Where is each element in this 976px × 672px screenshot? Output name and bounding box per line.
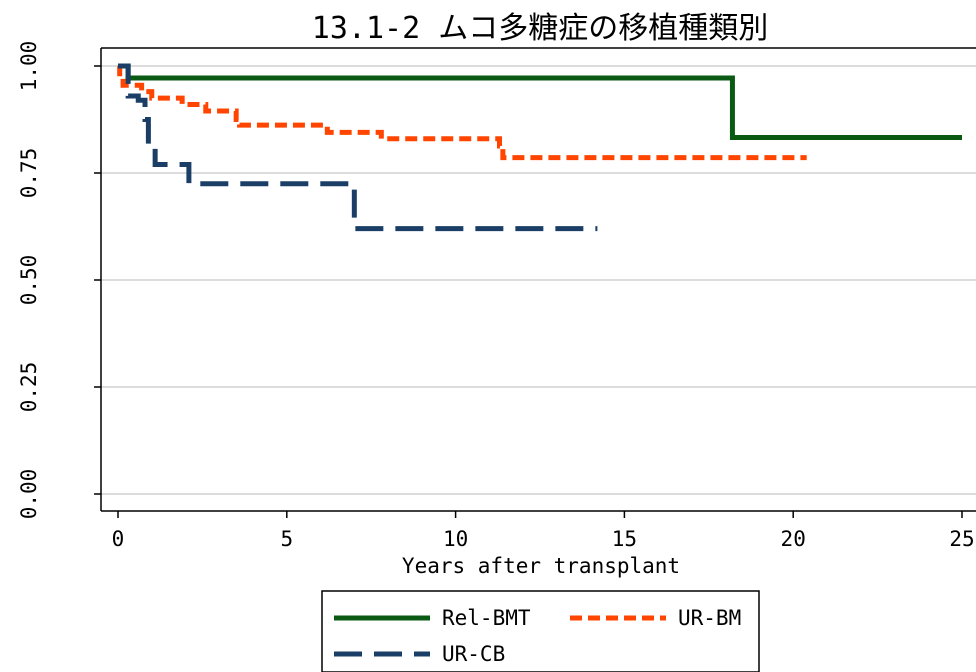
x-tick-label-3: 15 [612, 527, 637, 551]
x-tick-label-4: 20 [781, 527, 806, 551]
legend-label-ur-bm: UR-BM [678, 606, 741, 630]
series-line-ur-cb [118, 63, 598, 232]
y-tick-label-3: 0.75 [17, 148, 41, 199]
legend-label-ur-cb: UR-CB [442, 642, 505, 666]
y-tick-label-2: 0.50 [17, 255, 41, 306]
x-tick-label-5: 25 [949, 527, 974, 551]
legend-label-rel-bmt: Rel-BMT [442, 606, 531, 630]
axes: 0.00 0.25 0.50 0.75 1.00 0 5 10 15 20 25 [17, 41, 976, 551]
y-tick-label-0: 0.00 [17, 469, 41, 520]
x-tick-label-2: 10 [443, 527, 468, 551]
y-tick-label-1: 0.25 [17, 362, 41, 413]
x-tick-label-0: 0 [112, 527, 125, 551]
plot-area [117, 63, 962, 232]
series-line-ur-bm [117, 63, 807, 161]
chart-title: 13.1-2 ムコ多糖症の移植種類別 [312, 11, 768, 46]
gridlines [101, 65, 976, 495]
x-tick-label-1: 5 [280, 527, 293, 551]
y-tick-label-4: 1.00 [17, 41, 41, 92]
legend-box [321, 590, 760, 672]
x-axis-title: Years after transplant [402, 554, 680, 578]
legend: Rel-BMT UR-BM UR-CB [321, 590, 760, 672]
